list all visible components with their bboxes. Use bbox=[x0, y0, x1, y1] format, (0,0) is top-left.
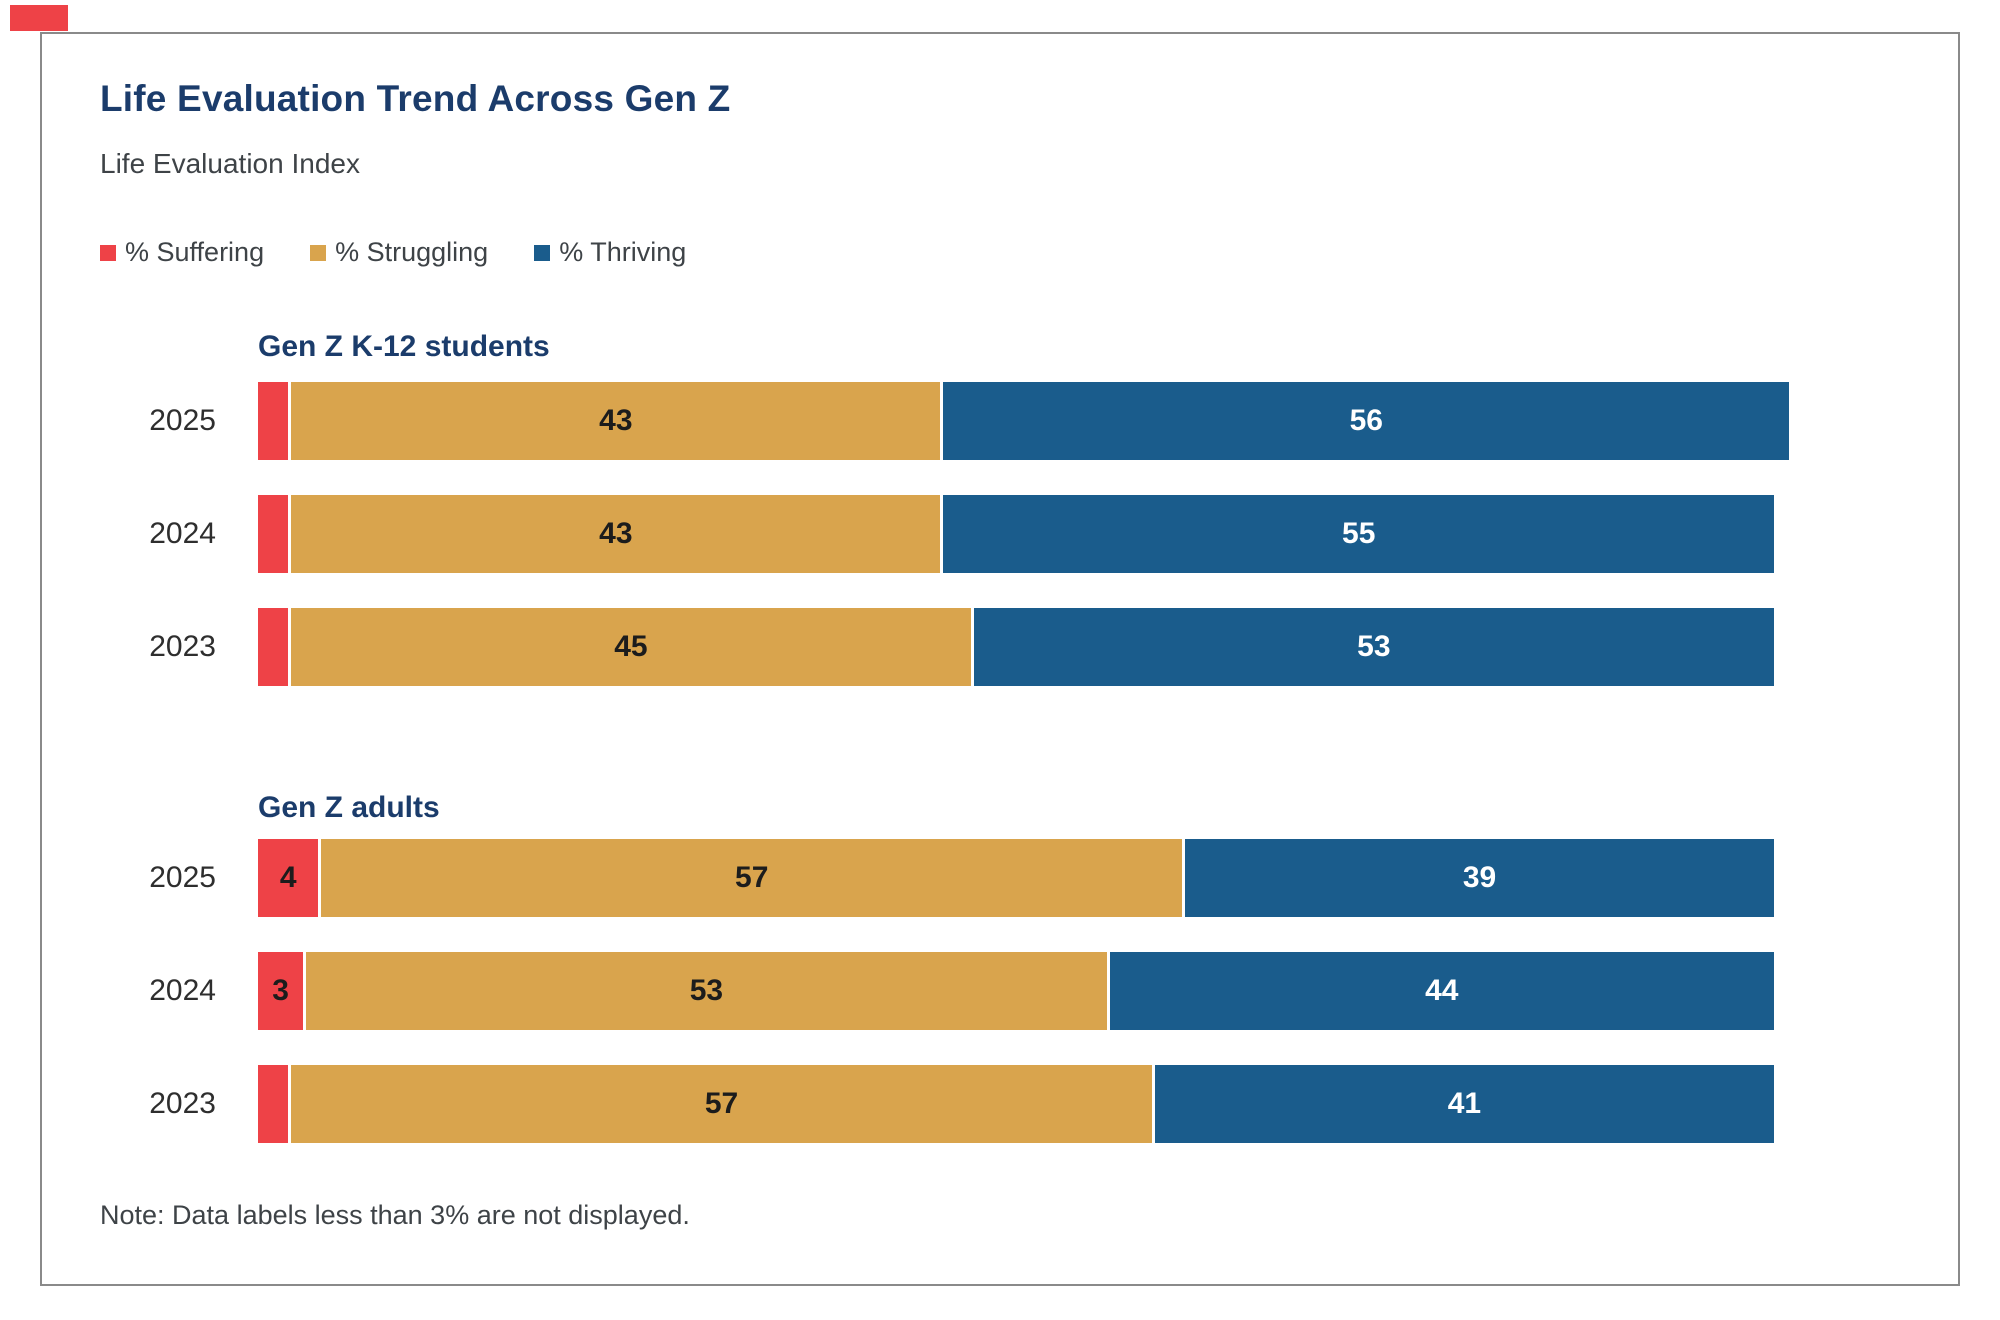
year-label: 2024 bbox=[149, 517, 216, 550]
bar-segment-suffering: 3 bbox=[258, 952, 304, 1030]
bar-segment-suffering: 4 bbox=[258, 839, 319, 917]
legend-item-struggling: % Struggling bbox=[310, 237, 488, 268]
bar-segment-suffering bbox=[258, 1065, 289, 1143]
bar-segment-struggling: 53 bbox=[306, 952, 1107, 1030]
year-label: 2023 bbox=[149, 630, 216, 663]
stacked-bar: 57 41 bbox=[258, 1065, 1774, 1143]
legend-item-thriving: % Thriving bbox=[534, 237, 686, 268]
page-corner-red-mark bbox=[10, 5, 68, 31]
bar-segment-struggling: 45 bbox=[291, 608, 971, 686]
year-label: 2025 bbox=[149, 404, 216, 437]
legend: % Suffering % Struggling % Thriving bbox=[100, 237, 686, 268]
stacked-bar: 3 53 44 bbox=[258, 952, 1774, 1030]
legend-label: % Suffering bbox=[125, 237, 265, 267]
bar-segment-thriving: 41 bbox=[1154, 1065, 1774, 1143]
chart-row-2023: 2023 57 41 bbox=[100, 1065, 1774, 1143]
footnote: Note: Data labels less than 3% are not d… bbox=[100, 1200, 690, 1230]
bar-segment-thriving: 39 bbox=[1185, 839, 1774, 917]
group-rows: 2025 4 57 39 2024 3 53 44 2023 57 41 bbox=[100, 839, 1774, 1143]
bar-segment-thriving: 53 bbox=[973, 608, 1774, 686]
bar-segment-struggling: 43 bbox=[291, 382, 941, 460]
group-title: Gen Z K-12 students bbox=[258, 330, 550, 363]
year-label: 2025 bbox=[149, 861, 216, 894]
chart-frame: Life Evaluation Trend Across Gen Z Life … bbox=[40, 32, 1960, 1286]
chart-row-2024: 2024 43 55 bbox=[100, 495, 1789, 573]
group-adults: Gen Z adults 2025 4 57 39 2024 3 53 44 2023 57 41 bbox=[100, 791, 1774, 1178]
stacked-bar: 43 55 bbox=[258, 495, 1774, 573]
group-k12-students: Gen Z K-12 students 2025 43 56 2024 43 55 2023… bbox=[100, 330, 1790, 721]
bar-segment-suffering bbox=[258, 608, 289, 686]
chart-subtitle: Life Evaluation Index bbox=[100, 148, 360, 179]
bar-segment-struggling: 57 bbox=[321, 839, 1183, 917]
bar-segment-struggling: 43 bbox=[291, 495, 941, 573]
stacked-bar: 43 56 bbox=[258, 382, 1790, 460]
bar-segment-suffering bbox=[258, 495, 289, 573]
legend-label: % Struggling bbox=[335, 237, 489, 267]
bar-segment-thriving: 56 bbox=[943, 382, 1790, 460]
chart-row-2025: 2025 43 56 bbox=[100, 382, 1790, 460]
chart-title: Life Evaluation Trend Across Gen Z bbox=[100, 78, 731, 119]
legend-swatch-thriving bbox=[534, 244, 551, 261]
chart-row-2023: 2023 45 53 bbox=[100, 608, 1789, 686]
group-rows: 2025 43 56 2024 43 55 2023 45 53 bbox=[100, 382, 1790, 686]
chart-row-2025: 2025 4 57 39 bbox=[100, 839, 1774, 917]
group-title: Gen Z adults bbox=[258, 791, 440, 824]
legend-swatch-struggling bbox=[310, 244, 327, 261]
bar-segment-thriving: 55 bbox=[943, 495, 1774, 573]
year-label: 2024 bbox=[149, 974, 216, 1007]
bar-segment-struggling: 57 bbox=[291, 1065, 1152, 1143]
bar-segment-suffering bbox=[258, 382, 289, 460]
legend-label: % Thriving bbox=[559, 237, 687, 267]
bar-segment-thriving: 44 bbox=[1109, 952, 1774, 1030]
stacked-bar: 45 53 bbox=[258, 608, 1774, 686]
legend-swatch-suffering bbox=[100, 244, 116, 261]
legend-item-suffering: % Suffering bbox=[100, 237, 264, 268]
chart-row-2024: 2024 3 53 44 bbox=[100, 952, 1774, 1030]
year-label: 2023 bbox=[149, 1087, 216, 1120]
stacked-bar: 4 57 39 bbox=[258, 839, 1774, 917]
